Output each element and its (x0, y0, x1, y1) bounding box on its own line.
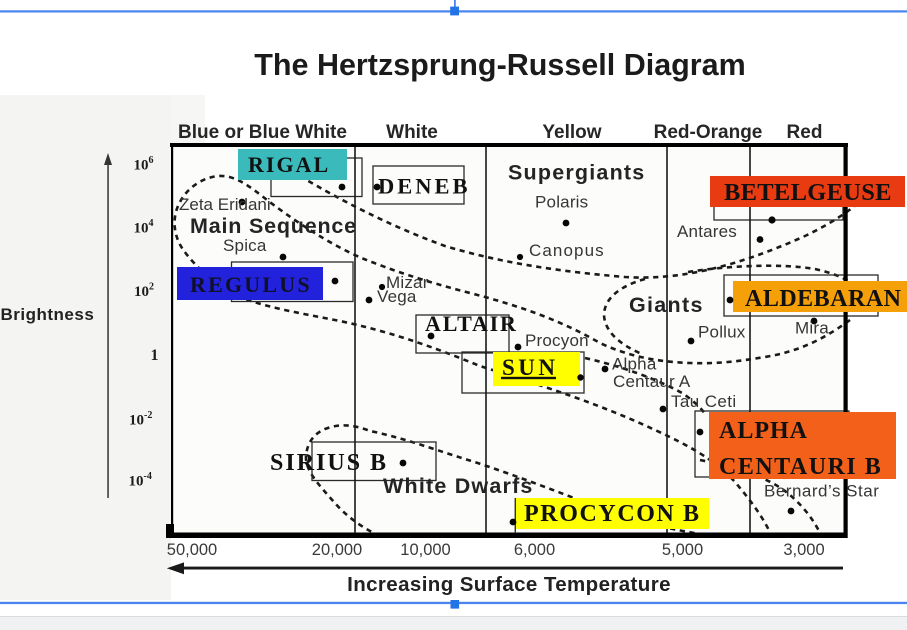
svg-text:Alpha: Alpha (612, 355, 657, 374)
svg-text:ALPHA: ALPHA (719, 418, 808, 444)
svg-text:Vega: Vega (377, 287, 417, 306)
svg-text:RIGAL: RIGAL (248, 152, 330, 177)
svg-text:Increasing Surface Temperature: Increasing Surface Temperature (347, 573, 671, 596)
svg-text:5,000: 5,000 (662, 541, 703, 559)
svg-text:Yellow: Yellow (542, 122, 601, 143)
svg-text:Tau Ceti: Tau Ceti (671, 392, 737, 411)
svg-text:White: White (386, 122, 438, 143)
svg-text:Zeta Eridani: Zeta Eridani (179, 195, 271, 214)
svg-text:3,000: 3,000 (783, 541, 824, 559)
svg-text:1: 1 (151, 347, 159, 364)
svg-text:REGULUS: REGULUS (190, 272, 312, 297)
svg-text:ALTAIR: ALTAIR (425, 311, 518, 336)
svg-text:Supergiants: Supergiants (508, 161, 645, 185)
svg-text:Red-Orange: Red-Orange (654, 122, 763, 143)
svg-text:ALDEBARAN: ALDEBARAN (745, 286, 902, 312)
svg-text:Blue or Blue White: Blue or Blue White (178, 122, 347, 143)
svg-text:PROCYCON B: PROCYCON B (524, 501, 701, 527)
svg-text:BETELGEUSE: BETELGEUSE (724, 179, 892, 206)
svg-text:Polaris: Polaris (535, 193, 588, 212)
svg-text:Procyon: Procyon (525, 331, 589, 350)
svg-text:DENEB: DENEB (378, 174, 471, 199)
svg-text:White Dwarfs: White Dwarfs (383, 474, 534, 498)
svg-text:10,000: 10,000 (400, 541, 450, 559)
svg-text:Red: Red (787, 122, 823, 143)
svg-text:The Hertzsprung-Russell Diagra: The Hertzsprung-Russell Diagram (254, 48, 746, 82)
svg-text:Antares: Antares (677, 222, 737, 241)
svg-text:Mira: Mira (795, 319, 829, 338)
svg-text:Centaur A: Centaur A (613, 372, 691, 391)
svg-text:Main Sequence: Main Sequence (190, 214, 357, 238)
svg-text:Giants: Giants (629, 293, 704, 317)
svg-text:SUN: SUN (502, 355, 559, 380)
svg-text:50,000: 50,000 (167, 541, 217, 559)
svg-text:Spica: Spica (223, 236, 267, 255)
svg-text:20,000: 20,000 (312, 541, 362, 559)
svg-text:Pollux: Pollux (698, 323, 746, 342)
svg-text:CENTAURI B: CENTAURI B (719, 454, 882, 480)
svg-text:Bernard’s Star: Bernard’s Star (764, 482, 879, 501)
svg-text:Mizar: Mizar (386, 273, 429, 292)
svg-text:SIRIUS B: SIRIUS B (270, 450, 388, 476)
svg-text:Brightness: Brightness (1, 305, 95, 324)
svg-text:Canopus: Canopus (529, 241, 605, 260)
svg-text:6,000: 6,000 (514, 541, 555, 559)
